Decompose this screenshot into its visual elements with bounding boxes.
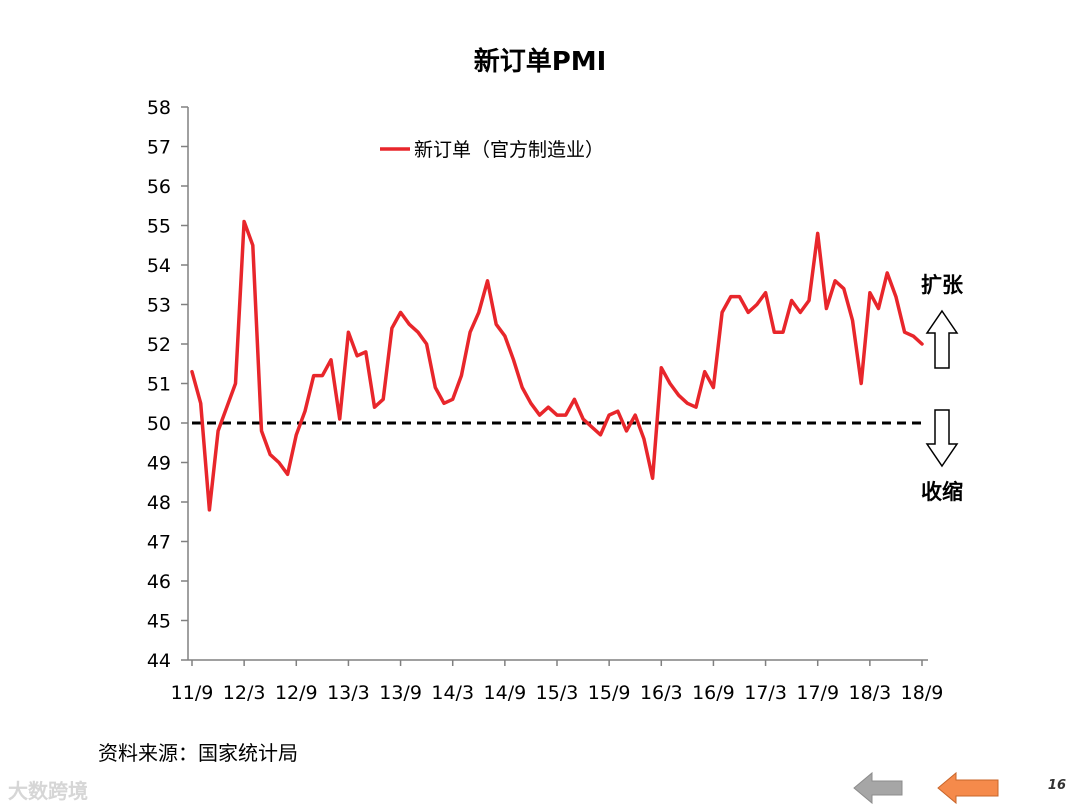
watermark-text: 大数跨境: [8, 779, 88, 803]
axes: 44 45 46 47 48 49 50 51 52 53 54 55 56 57 58 11/9 12/3 12…: [147, 97, 944, 704]
annotations: 扩张 收缩: [921, 273, 964, 504]
y-tick-label: 57: [147, 137, 171, 159]
x-tick-label: 15/9: [588, 682, 631, 704]
y-tick-label: 44: [147, 650, 171, 672]
y-tick-label: 48: [147, 492, 171, 514]
x-tick-label: 16/3: [640, 682, 683, 704]
annotation-expand: 扩张: [921, 273, 964, 297]
previous-page-button[interactable]: [852, 771, 904, 805]
y-tick-label: 47: [147, 532, 171, 554]
arrow-left-icon: [853, 771, 903, 805]
series-group: [190, 219, 924, 512]
x-tick-label: 14/9: [484, 682, 527, 704]
y-tick-label: 54: [147, 255, 171, 277]
x-tick-label: 12/9: [275, 682, 318, 704]
next-page-button[interactable]: [936, 771, 1000, 805]
series-line-0: [190, 219, 924, 512]
y-tick-label: 55: [147, 216, 171, 238]
x-tick-label: 17/3: [744, 682, 787, 704]
annotation-contract: 收缩: [921, 480, 963, 504]
y-tick-label: 53: [147, 295, 171, 317]
arrow-up-icon: [925, 309, 959, 369]
page-number: 16: [1047, 778, 1066, 793]
x-tick-label: 18/9: [901, 682, 944, 704]
x-tick-label: 18/3: [849, 682, 892, 704]
x-tick-label: 16/9: [692, 682, 735, 704]
watermark-logo: 大数跨境: [8, 775, 88, 804]
x-tick-label: 12/3: [223, 682, 266, 704]
x-tick-label: 14/3: [431, 682, 474, 704]
x-tick-label: 17/9: [796, 682, 839, 704]
x-tick-label: 15/3: [536, 682, 579, 704]
y-tick-label: 51: [147, 374, 171, 396]
source-note: 资料来源：国家统计局: [98, 741, 298, 765]
y-tick-label: 52: [147, 334, 171, 356]
y-tick-label: 49: [147, 453, 171, 475]
y-tick-label: 46: [147, 571, 171, 593]
y-tick-label: 58: [147, 97, 171, 119]
y-tick-label: 45: [147, 611, 171, 633]
x-tick-label: 11/9: [171, 682, 214, 704]
chart-title: 新订单PMI: [474, 46, 607, 77]
y-tick-label: 50: [147, 413, 171, 435]
legend-label: 新订单（官方制造业）: [414, 139, 604, 161]
x-tick-label: 13/9: [379, 682, 422, 704]
arrow-down-icon: [925, 409, 959, 468]
x-tick-label: 13/3: [327, 682, 370, 704]
y-tick-label: 56: [147, 176, 171, 198]
legend: 新订单（官方制造业）: [380, 139, 604, 161]
arrow-left-icon: [937, 771, 999, 805]
